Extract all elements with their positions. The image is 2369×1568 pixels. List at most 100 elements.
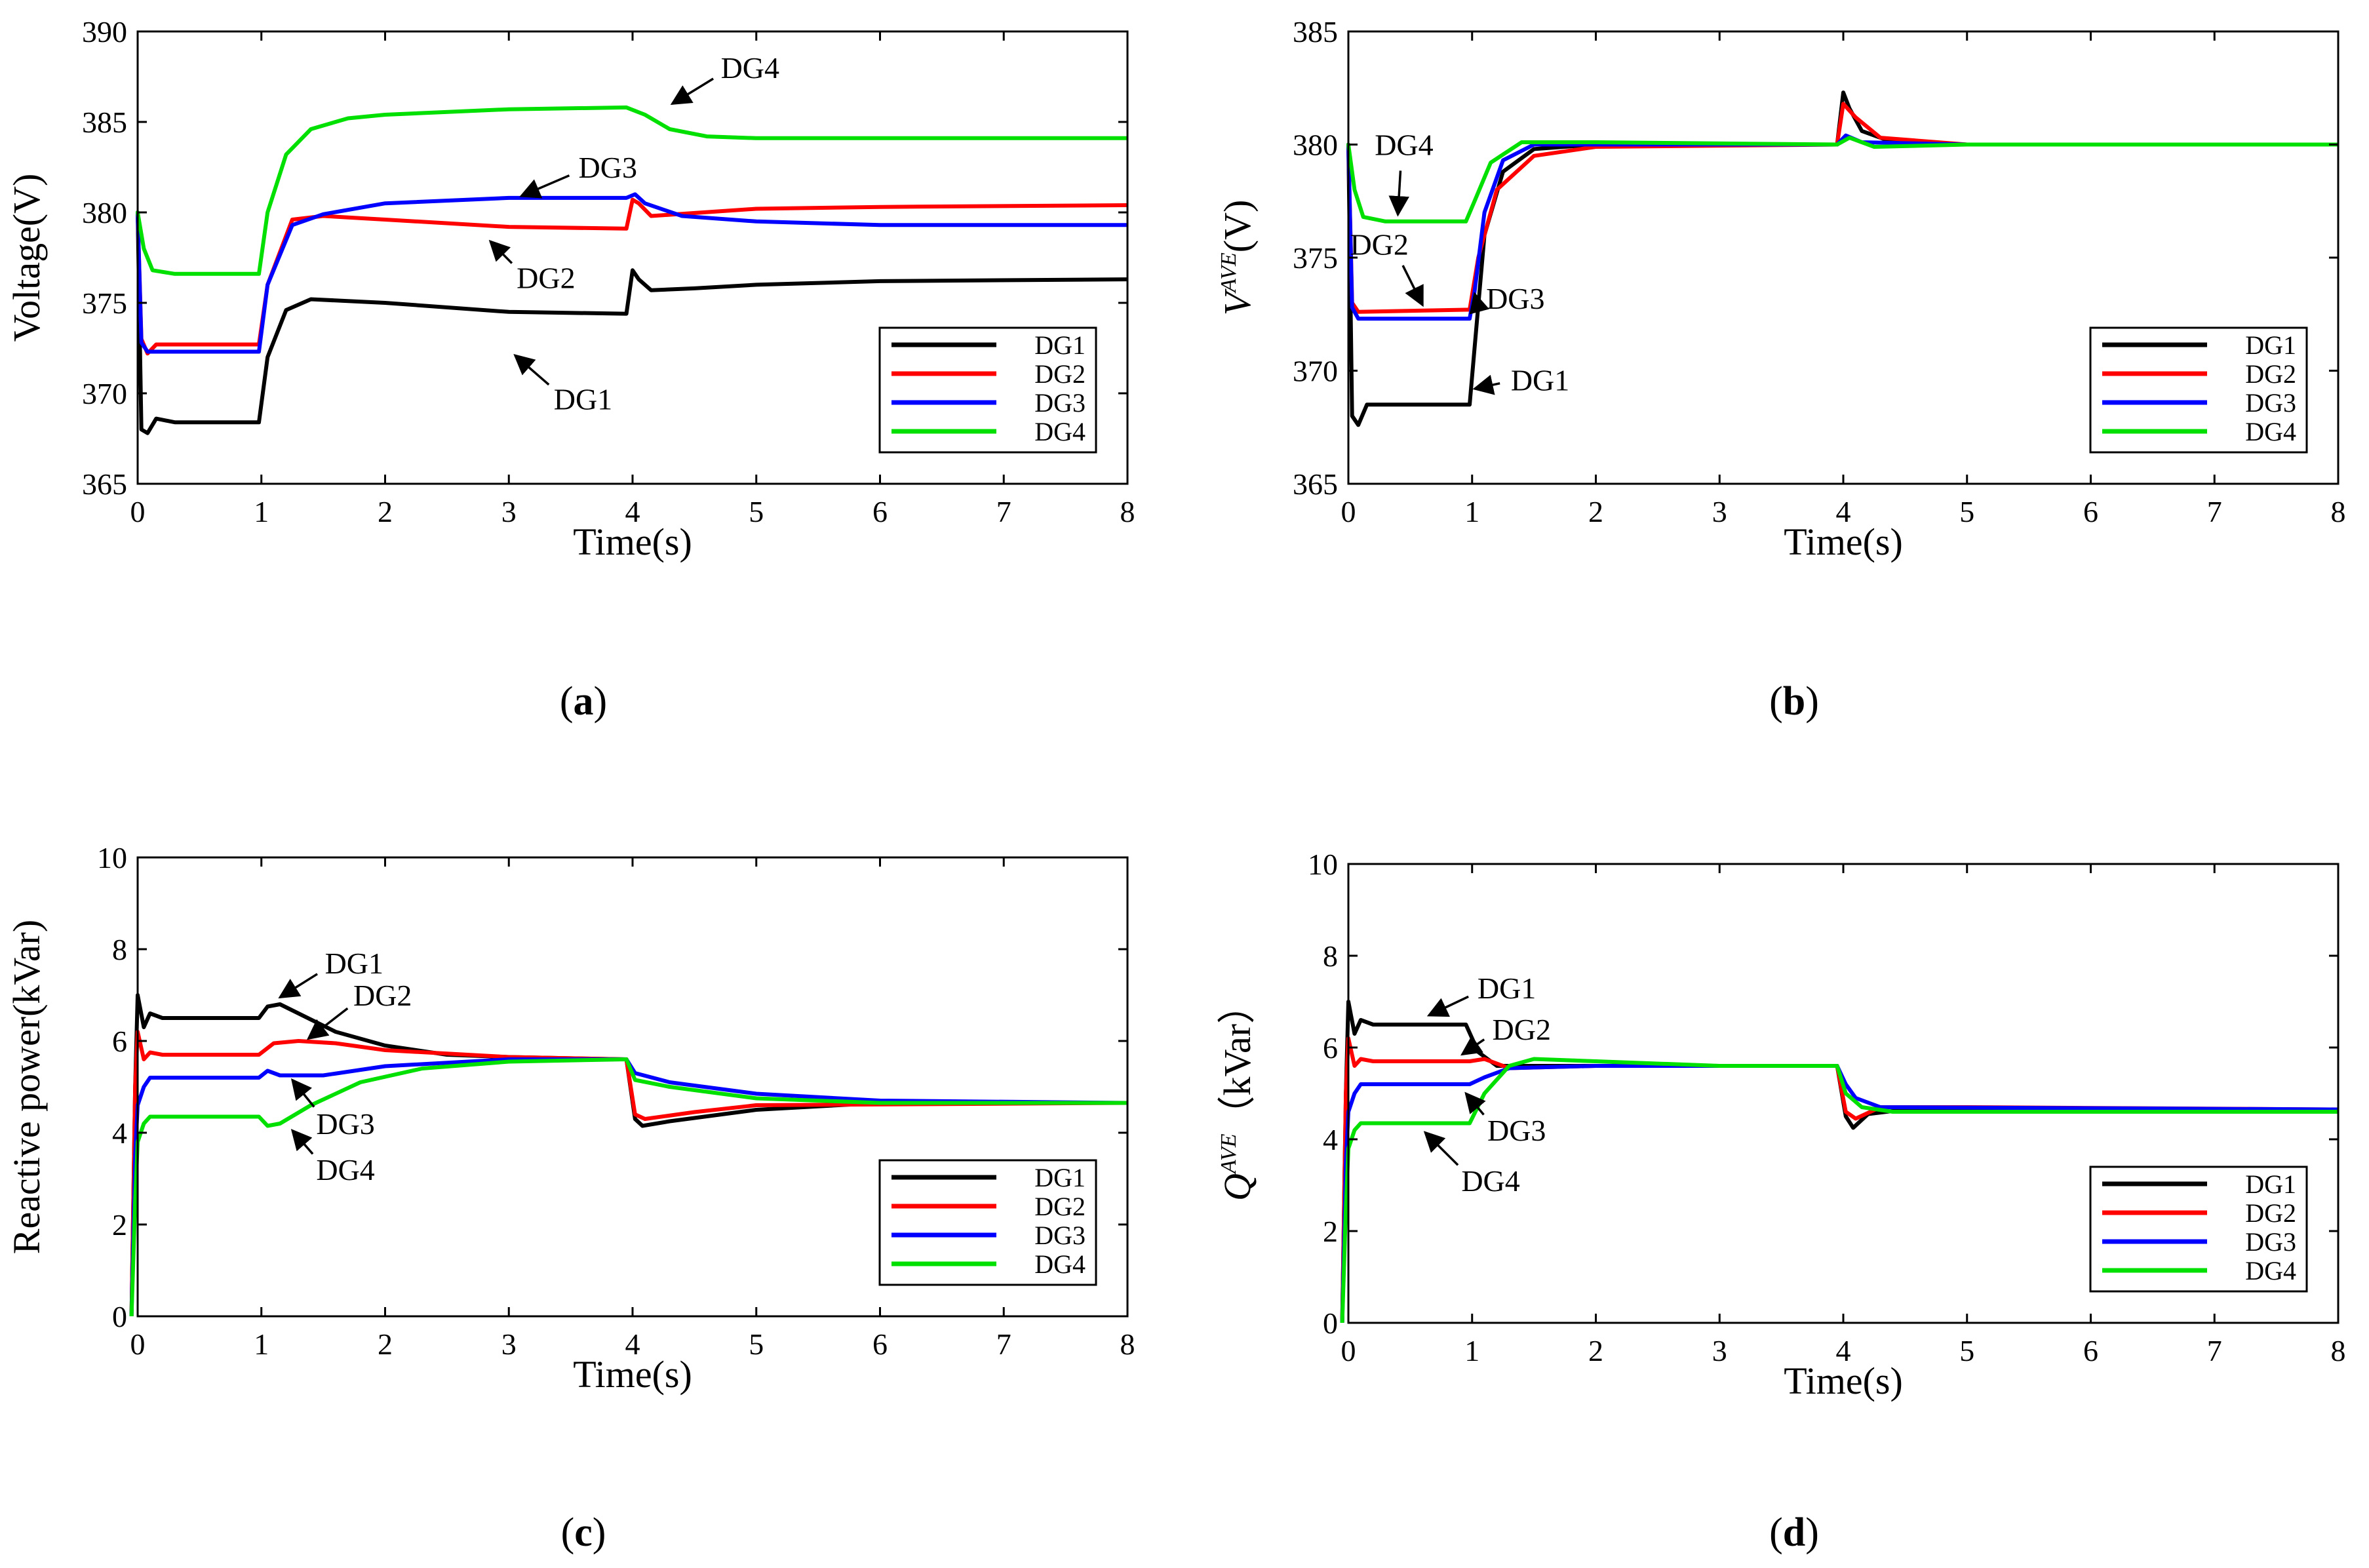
- y-axis-label-unit: （kVar）: [1216, 986, 1259, 1134]
- annotation-dg4: DG4: [1461, 1164, 1519, 1198]
- x-axis-label: Time(s): [573, 520, 692, 563]
- legend-label-dg2: DG2: [1034, 1192, 1086, 1221]
- caption-letter: b: [1783, 679, 1805, 724]
- y-tick-label: 4: [1323, 1123, 1338, 1156]
- x-tick-label: 5: [1959, 1334, 1974, 1367]
- legend-label-dg4: DG4: [2245, 1256, 2296, 1285]
- y-tick-label: 375: [1293, 241, 1338, 275]
- y-axis-label: QAVE（kVar）: [1216, 986, 1259, 1201]
- caption-open-paren: (: [560, 679, 574, 724]
- x-tick-label: 3: [1712, 1334, 1727, 1367]
- x-tick-label: 8: [2331, 1334, 2346, 1367]
- x-tick-label: 7: [996, 1327, 1011, 1361]
- x-tick-label: 8: [2331, 495, 2346, 528]
- x-tick-label: 3: [501, 495, 517, 528]
- annotation-arrow: [1460, 1035, 1485, 1056]
- y-tick-label: 380: [1293, 128, 1338, 162]
- y-tick-label: 385: [1293, 15, 1338, 49]
- x-tick-label: 2: [1588, 495, 1603, 528]
- panel-caption: (d): [1769, 1510, 1819, 1555]
- series-line-dg1: [136, 210, 1127, 435]
- series-group: [136, 105, 1127, 435]
- annotation-dg1: DG1: [1478, 971, 1536, 1005]
- series-group: [129, 993, 1127, 1316]
- y-tick-label: 370: [1293, 355, 1338, 388]
- legend-label-dg3: DG3: [2245, 1227, 2296, 1257]
- legend-label-dg1: DG1: [2245, 1169, 2296, 1199]
- x-axis-label: Time(s): [1784, 1360, 1903, 1402]
- y-tick-label: 375: [82, 286, 127, 320]
- caption-open-paren: (: [1769, 679, 1783, 724]
- y-tick-label: 4: [112, 1116, 127, 1150]
- y-tick-label: 0: [112, 1300, 127, 1333]
- legend-label-dg3: DG3: [1034, 1221, 1086, 1250]
- legend-label-dg2: DG2: [2245, 1198, 2296, 1228]
- y-tick-label: 380: [82, 196, 127, 229]
- caption-open-paren: (: [1769, 1510, 1783, 1555]
- annotation-dg4: DG4: [1375, 128, 1433, 162]
- annotation-arrow: [488, 239, 513, 264]
- series-line-dg1: [129, 993, 1127, 1316]
- y-tick-label: 10: [97, 841, 127, 874]
- y-tick-label: 0: [1323, 1306, 1338, 1340]
- panel-a: 0 1 2 3 4 5 6 7 8 365 370 375 380 385 390 Time(s) Voltag…: [5, 15, 1135, 724]
- x-axis-label: Time(s): [573, 1353, 692, 1396]
- annotation-dg3: DG3: [579, 151, 637, 184]
- annotation-dg2: DG2: [353, 979, 412, 1012]
- legend-label-dg3: DG3: [1034, 388, 1086, 418]
- annotation-dg3: DG3: [1487, 1114, 1546, 1147]
- x-tick-label: 5: [1959, 495, 1974, 528]
- y-axis-label-unit: (V): [1216, 200, 1259, 253]
- x-tick-label: 0: [1341, 495, 1356, 528]
- x-tick-label: 0: [1341, 1334, 1356, 1367]
- x-tick-label: 3: [1712, 495, 1727, 528]
- x-tick-label: 7: [2207, 1334, 2222, 1367]
- annotation-arrow: [1388, 170, 1409, 217]
- x-tick-label: 7: [2207, 495, 2222, 528]
- y-tick-label: 365: [1293, 467, 1338, 501]
- x-tick-label: 6: [872, 1327, 888, 1361]
- x-tick-label: 1: [1464, 495, 1479, 528]
- x-tick-label: 4: [1836, 1334, 1851, 1367]
- y-tick-label: 370: [82, 377, 127, 410]
- panel-caption: (b): [1769, 679, 1819, 724]
- panel-b: 0 1 2 3 4 5 6 7 8 365 370 375 380 385 Time(s) VAVE(V) DG…: [1216, 15, 2346, 724]
- x-tick-label: 1: [1464, 1334, 1479, 1367]
- series-group: [1346, 90, 2338, 427]
- y-axis-label-superscript: AVE: [1217, 1133, 1241, 1175]
- y-tick-label: 390: [82, 15, 127, 49]
- caption-close-paren: ): [593, 1510, 606, 1555]
- series-line-dg1: [1346, 90, 2338, 427]
- y-axis-label-symbol: Q: [1216, 1173, 1259, 1201]
- y-tick-label: 2: [1323, 1215, 1338, 1248]
- annotation-dg2: DG2: [517, 261, 575, 294]
- caption-letter: d: [1783, 1510, 1805, 1555]
- panel-caption: (a): [560, 679, 607, 724]
- annotation-dg1: DG1: [325, 947, 383, 980]
- x-tick-label: 8: [1120, 495, 1135, 528]
- legend-label-dg1: DG1: [2245, 330, 2296, 360]
- x-tick-label: 2: [378, 495, 393, 528]
- y-tick-label: 8: [1323, 939, 1338, 973]
- y-tick-label: 385: [82, 106, 127, 139]
- caption-letter: c: [574, 1510, 593, 1555]
- panel-caption: (c): [561, 1510, 606, 1555]
- y-tick-label: 8: [112, 933, 127, 966]
- series-line-dg4: [136, 105, 1127, 276]
- annotation-dg4: DG4: [316, 1153, 374, 1186]
- annotation-dg1: DG1: [554, 382, 612, 416]
- y-tick-label: 6: [112, 1025, 127, 1058]
- annotation-arrow: [1401, 265, 1424, 307]
- x-tick-label: 0: [130, 1327, 146, 1361]
- y-tick-label: 6: [1323, 1031, 1338, 1065]
- legend-label-dg4: DG4: [2245, 417, 2296, 446]
- x-tick-label: 5: [749, 1327, 764, 1361]
- series-line-dg2: [136, 197, 1127, 356]
- caption-close-paren: ): [594, 679, 608, 724]
- annotation-dg4: DG4: [721, 51, 779, 85]
- y-axis-label-superscript: AVE: [1217, 252, 1241, 294]
